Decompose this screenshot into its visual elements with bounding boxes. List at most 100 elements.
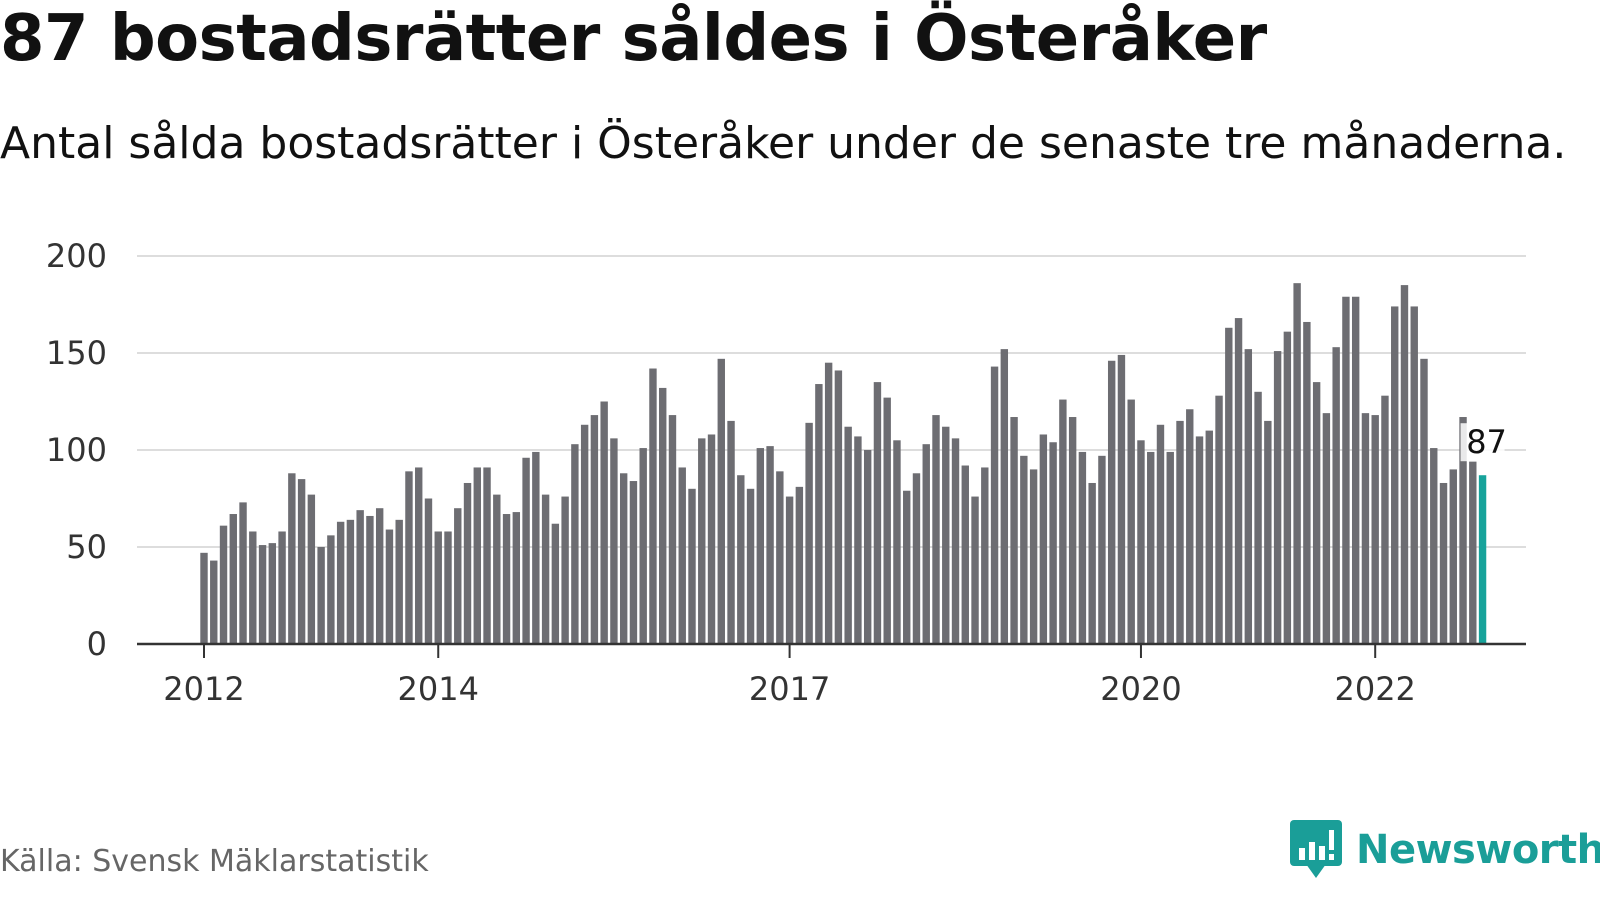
bar <box>1244 349 1253 644</box>
bar <box>1342 296 1350 644</box>
bar <box>512 512 521 644</box>
bar <box>1176 420 1184 644</box>
bar <box>824 362 833 644</box>
bar <box>776 471 784 644</box>
bar <box>639 448 647 644</box>
bar <box>395 519 403 644</box>
bar <box>717 358 725 644</box>
bar <box>366 515 374 644</box>
bar <box>1391 306 1399 644</box>
bar <box>834 370 843 644</box>
bar <box>375 508 384 644</box>
bar <box>1088 482 1096 644</box>
bar <box>903 490 911 644</box>
bar <box>1322 413 1331 644</box>
bar <box>336 521 345 644</box>
y-tick-label: 200 <box>46 237 107 275</box>
brand-logo[interactable]: Newsworthy <box>1290 820 1600 880</box>
bar <box>619 473 628 644</box>
bar <box>727 420 735 644</box>
bar <box>1020 455 1028 644</box>
bar <box>746 488 755 644</box>
chart-title: 87 bostadsrätter såldes i Österåker <box>0 2 1267 76</box>
annotations: 87 <box>1460 423 1507 462</box>
bar <box>346 519 355 644</box>
bar <box>805 422 813 644</box>
bar <box>649 368 657 644</box>
bar <box>463 482 472 644</box>
bar <box>561 496 569 644</box>
bar <box>659 387 667 644</box>
bar <box>688 488 696 644</box>
x-tick-label: 2017 <box>749 670 830 708</box>
y-tick-label: 0 <box>87 625 107 663</box>
bar-highlight <box>1478 475 1487 644</box>
bar <box>385 529 394 644</box>
bar <box>942 426 950 644</box>
bar <box>971 496 979 644</box>
bar <box>405 471 413 644</box>
bar <box>229 514 237 644</box>
bar <box>610 438 618 644</box>
bar <box>444 531 452 644</box>
bar <box>1293 283 1301 644</box>
bar <box>1283 331 1292 644</box>
bar <box>766 446 774 644</box>
bar <box>415 467 423 644</box>
bar <box>707 434 716 644</box>
bar <box>1430 448 1438 644</box>
bar <box>1312 382 1321 644</box>
bar <box>698 438 706 644</box>
bar <box>1205 430 1213 644</box>
bar <box>1351 296 1360 644</box>
bar <box>454 508 462 644</box>
bar <box>1127 399 1135 644</box>
y-tick-label: 100 <box>46 431 107 469</box>
bar <box>737 475 745 644</box>
bar <box>1010 417 1018 644</box>
bars <box>200 283 1487 644</box>
bar <box>356 510 364 644</box>
bar <box>678 467 686 644</box>
bar <box>434 531 442 644</box>
bar <box>502 514 511 644</box>
bar <box>1234 318 1243 644</box>
bar <box>1068 417 1077 644</box>
bar <box>551 523 560 644</box>
bar <box>844 426 852 644</box>
bar <box>1039 434 1048 644</box>
bar <box>522 457 530 644</box>
bar <box>756 448 765 644</box>
x-tick-label: 2020 <box>1100 670 1181 708</box>
bar <box>1469 461 1477 644</box>
bar-chart: 0 50 100 150 200 2012 2014 2017 2020 2022 87 <box>46 237 1526 708</box>
last-value-label-bg <box>1460 423 1505 462</box>
bar <box>1215 395 1223 644</box>
bar <box>297 479 306 644</box>
bar <box>1371 415 1379 644</box>
bar <box>1000 349 1009 644</box>
bar <box>1303 321 1311 644</box>
bar <box>571 444 579 644</box>
bar <box>600 401 608 644</box>
bar <box>863 450 872 644</box>
y-tick-label: 50 <box>66 528 107 566</box>
bar <box>1400 285 1409 644</box>
bar <box>1410 306 1418 644</box>
bar <box>1156 424 1165 644</box>
bar <box>1029 469 1038 644</box>
bar <box>327 535 335 644</box>
bar <box>307 494 316 644</box>
bar <box>483 467 491 644</box>
bar <box>815 384 823 644</box>
x-axis-ticks: 2012 2014 2017 2020 2022 <box>163 644 1416 708</box>
bar <box>912 473 921 644</box>
bar <box>1059 399 1067 644</box>
bar <box>990 366 999 644</box>
source-note: Källa: Svensk Mäklarstatistik <box>0 844 429 879</box>
bar <box>493 494 501 644</box>
last-value-label: 87 <box>1466 423 1507 461</box>
bar <box>1381 395 1389 644</box>
bar <box>668 415 677 644</box>
bar <box>424 498 433 644</box>
